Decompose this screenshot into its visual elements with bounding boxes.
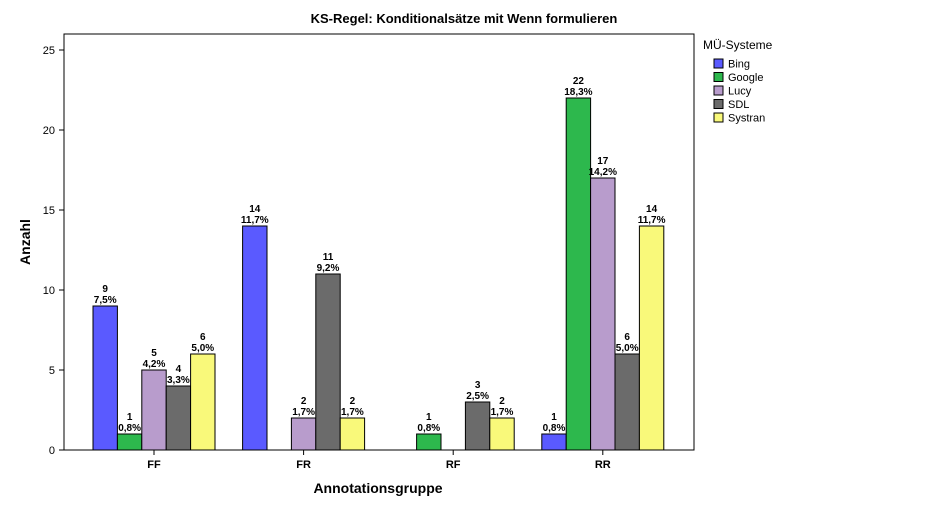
y-axis-title: Anzahl (17, 219, 33, 265)
bar-systran-ff (190, 353, 216, 451)
legend-title: MÜ-Systeme (703, 38, 773, 52)
bar-systran-rr (638, 225, 665, 451)
bar-sdl-ff (165, 385, 192, 451)
data-label-percent: 7,5% (94, 295, 117, 306)
bar-bing-rr (541, 433, 567, 451)
bar-lucy-rr (590, 177, 616, 451)
data-label-count: 5 (151, 348, 157, 359)
y-tick-label: 0 (49, 445, 55, 457)
data-label-count: 6 (624, 332, 630, 343)
bar-google-ff (116, 433, 143, 451)
legend-swatch-google (713, 72, 724, 82)
x-tick-label: FR (296, 459, 311, 471)
legend-label-systran: Systran (728, 113, 765, 125)
data-label-count: 1 (426, 412, 432, 423)
bar-sdl-fr (315, 273, 341, 451)
data-label-count: 22 (573, 76, 585, 87)
data-label-count: 2 (301, 396, 307, 407)
data-label-percent: 1,7% (491, 407, 514, 418)
legend-swatch-sdl (713, 99, 724, 109)
bar-google-rr (565, 97, 592, 451)
data-label-percent: 14,2% (589, 167, 617, 178)
data-label-count: 14 (646, 204, 658, 215)
bar-bing-fr (242, 225, 268, 451)
data-label-count: 17 (597, 156, 609, 167)
data-labels-group: 97,5%10,8%54,2% 43,3%65,0%1411,7%21,7%119… (94, 76, 666, 434)
bar-google-rf (416, 433, 442, 451)
data-label-count: 14 (249, 204, 261, 215)
x-axis-title: Annotationsgruppe (313, 480, 442, 496)
data-label-count: 1 (551, 412, 557, 423)
y-tick-label: 5 (49, 365, 55, 377)
data-label-percent: 4,2% (143, 359, 166, 370)
data-label-percent: 3,3% (167, 375, 190, 386)
data-label-percent: 9,2% (317, 263, 340, 274)
bar-sdl-rr (614, 353, 640, 451)
data-label-percent: 2,5% (466, 391, 489, 402)
x-tick-label: RF (446, 459, 461, 471)
x-axis: FF FR RF RR (147, 450, 611, 471)
legend-label-bing: Bing (728, 59, 750, 71)
data-label-percent: 0,8% (543, 423, 566, 434)
chart-title: KS-Regel: Konditionalsätze mit Wenn form… (311, 11, 618, 26)
data-label-percent: 0,8% (118, 423, 141, 434)
data-label-percent: 5,0% (616, 343, 639, 354)
bar-systran-rf (489, 417, 515, 451)
x-tick-label: RR (595, 459, 611, 471)
y-axis: 0 5 10 15 20 25 (43, 45, 64, 457)
bar-lucy-fr (290, 417, 317, 451)
x-tick-label: FF (147, 459, 161, 471)
data-label-count: 11 (323, 252, 334, 263)
data-label-percent: 1,7% (341, 407, 364, 418)
data-label-percent: 5,0% (191, 343, 214, 354)
data-label-count: 3 (475, 380, 481, 391)
legend-swatch-bing (713, 58, 724, 69)
legend-swatch-systran (713, 112, 724, 123)
data-label-count: 9 (102, 284, 108, 295)
bar-bing-ff (92, 305, 118, 451)
data-label-percent: 18,3% (564, 87, 592, 98)
y-tick-label: 10 (43, 285, 55, 297)
data-label-count: 4 (176, 364, 182, 375)
data-label-count: 2 (350, 396, 356, 407)
y-tick-label: 15 (43, 205, 55, 217)
data-label-count: 6 (200, 332, 206, 343)
legend-label-google: Google (728, 72, 763, 84)
data-label-count: 1 (127, 412, 133, 423)
bar-sdl-rf (464, 401, 491, 451)
legend-swatch-lucy (713, 85, 724, 96)
y-tick-label: 20 (43, 125, 55, 137)
data-label-percent: 11,7% (241, 215, 269, 226)
data-label-percent: 1,7% (292, 407, 315, 418)
bar-systran-fr (339, 417, 366, 451)
legend-label-lucy: Lucy (728, 86, 752, 98)
legend-label-sdl: SDL (728, 99, 749, 111)
data-label-count: 2 (499, 396, 505, 407)
y-tick-label: 25 (43, 45, 55, 57)
data-label-percent: 11,7% (638, 215, 666, 226)
bar-lucy-ff (141, 369, 167, 451)
data-label-percent: 0,8% (417, 423, 440, 434)
bars-group (92, 97, 665, 451)
